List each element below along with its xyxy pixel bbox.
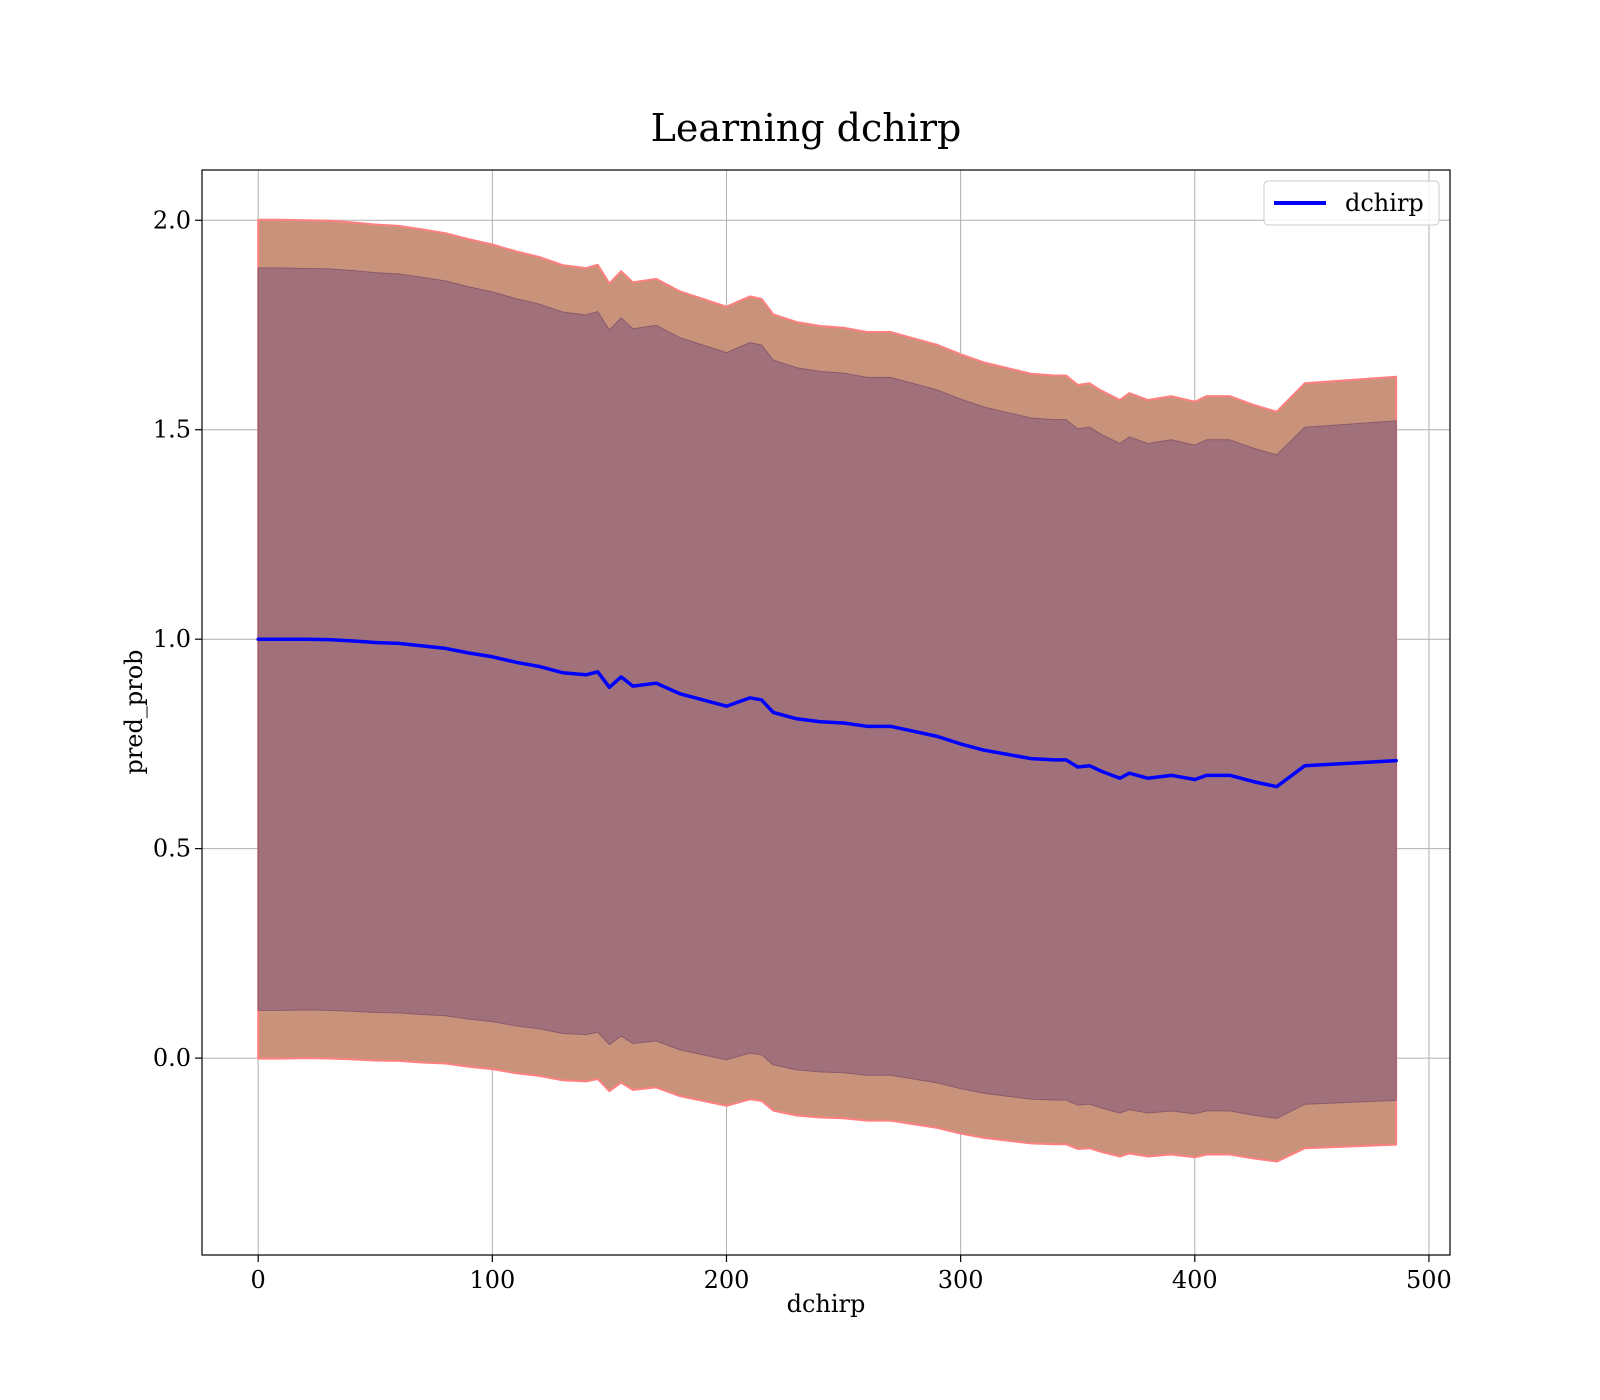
legend-box <box>1263 180 1440 226</box>
y-tick-label: 1.0 <box>153 625 191 653</box>
x-tick-label: 500 <box>1406 1266 1452 1294</box>
x-axis-ticks: 0 100 200 300 400 500 <box>251 1255 1452 1294</box>
confidence-bands <box>257 218 1398 1163</box>
x-tick-label: 100 <box>469 1266 515 1294</box>
series-line-dchirp <box>256 637 1398 789</box>
x-axis-label: dchirp <box>787 1290 866 1318</box>
y-tick-label: 2.0 <box>153 206 191 234</box>
x-tick-label: 400 <box>1172 1266 1218 1294</box>
inner-confidence-band <box>257 267 1397 1119</box>
x-tick-label: 200 <box>704 1266 750 1294</box>
x-tick-label: 300 <box>938 1266 984 1294</box>
legend: dchirp <box>1263 180 1440 226</box>
plot-area-frame <box>201 169 1451 1256</box>
y-axis-label: pred_prob <box>120 649 148 774</box>
series-lines <box>256 637 1398 789</box>
x-tick-label: 0 <box>251 1266 266 1294</box>
chart-title: Learning dchirp <box>651 106 962 150</box>
legend-label-dchirp: dchirp <box>1345 189 1424 217</box>
y-tick-label: 0.0 <box>153 1044 191 1072</box>
y-tick-label: 0.5 <box>153 835 191 863</box>
y-tick-label: 1.5 <box>153 416 191 444</box>
y-axis-ticks: 0.0 0.5 1.0 1.5 2.0 <box>153 206 202 1072</box>
